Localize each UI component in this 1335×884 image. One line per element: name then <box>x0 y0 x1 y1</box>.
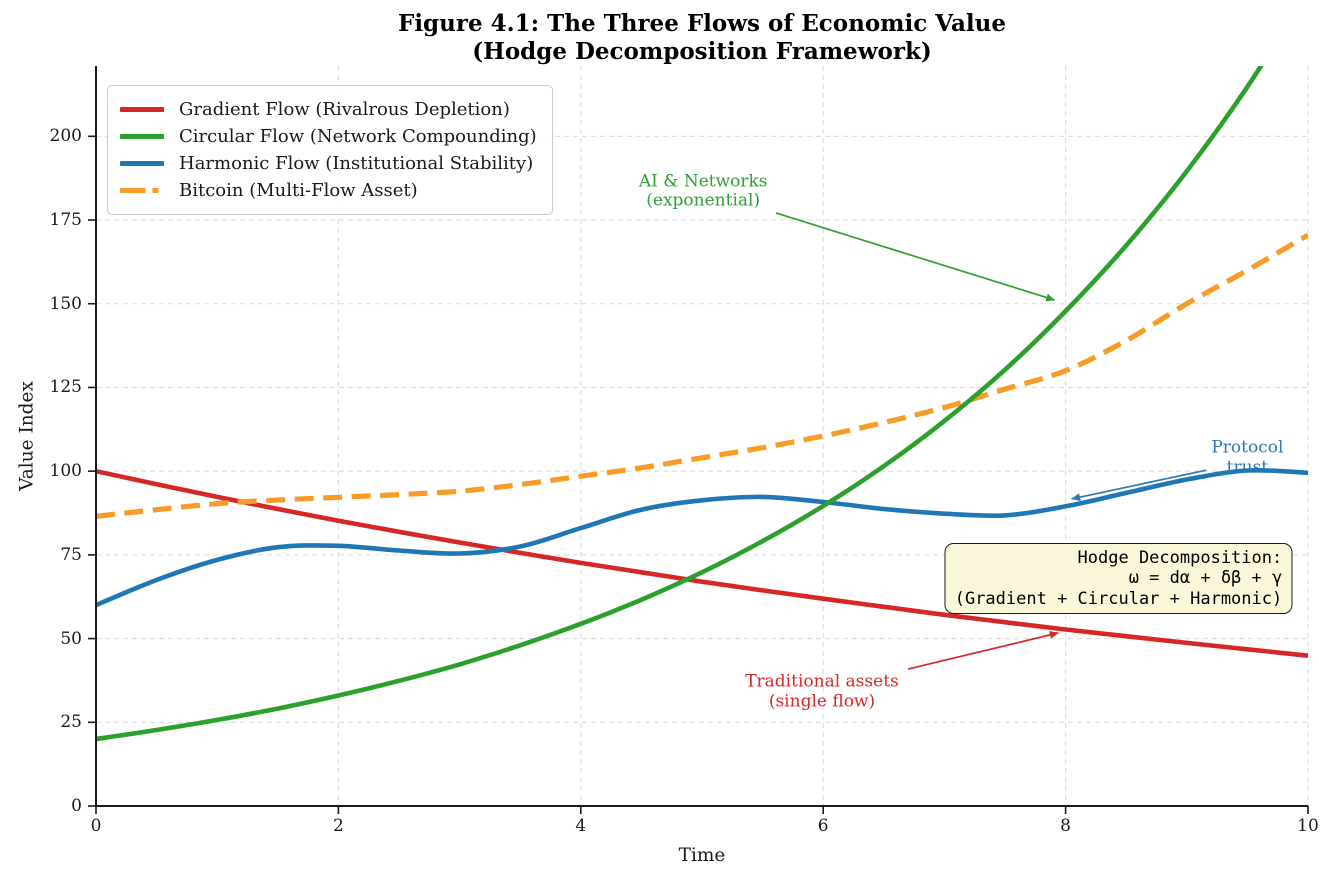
y-tick-label: 100 <box>49 461 82 482</box>
y-tick-label: 150 <box>49 293 82 314</box>
series-line-gradient-flow-rivalrous-depletion <box>96 468 1308 658</box>
y-tick-label: 0 <box>71 796 82 816</box>
x-tick-label: 4 <box>575 816 587 836</box>
y-axis-label: Value Index <box>16 381 38 491</box>
annotation-arrow-protocol-trust <box>1071 469 1207 502</box>
legend-item: Harmonic Flow (Institutional Stability) <box>120 150 537 177</box>
annotation-traditional-assets-line1: Traditional assets <box>745 671 899 692</box>
annotation-ai-networks: AI & Networks (exponential) <box>639 172 768 211</box>
annotation-ai-networks-line1: AI & Networks <box>638 171 768 192</box>
x-tick-label: 8 <box>1060 816 1071 836</box>
annotation-arrows <box>775 212 1207 670</box>
series-line-circular-flow-network-compounding <box>96 66 1264 742</box>
legend: Gradient Flow (Rivalrous Depletion) Circu… <box>107 85 553 215</box>
x-axis-label: Time <box>678 845 726 866</box>
legend-dashed-line-swatch <box>120 188 164 193</box>
legend-item: Bitcoin (Multi-Flow Asset) <box>120 177 537 204</box>
series-line-bitcoin-multi-flow-asset <box>96 232 1308 519</box>
y-tick-label: 175 <box>49 210 82 231</box>
x-tick-label: 0 <box>90 816 102 836</box>
chart-title-line2: (Hodge Decomposition Framework) <box>472 38 932 65</box>
legend-line-swatch <box>120 107 164 112</box>
annotation-arrow-ai-networks <box>775 212 1056 302</box>
legend-item-label: Gradient Flow (Rivalrous Depletion) <box>179 99 510 120</box>
gridlines <box>96 66 1309 806</box>
legend-line-swatch <box>120 134 164 139</box>
legend-line-swatch <box>120 161 164 166</box>
hodge-box-line1: Hodge Decomposition: <box>1077 547 1283 568</box>
y-tick-label: 125 <box>49 377 82 398</box>
hodge-box-line2: ω = dα + δβ + γ <box>1128 568 1283 589</box>
y-tick-label: 50 <box>60 628 82 649</box>
annotation-traditional-assets: Traditional assets (single flow) <box>745 671 899 712</box>
annotation-arrow-traditional-assets <box>907 630 1059 670</box>
series-line-harmonic-flow-institutional-stability <box>96 467 1308 608</box>
legend-item: Circular Flow (Network Compounding) <box>120 123 537 150</box>
chart-title: Figure 4.1: The Three Flows of Economic … <box>96 10 1308 66</box>
legend-item-label: Harmonic Flow (Institutional Stability) <box>179 153 534 174</box>
y-tick-label: 200 <box>49 126 82 147</box>
hodge-box-line3: (Gradient + Circular + Harmonic) <box>954 588 1283 609</box>
axes-spines <box>88 66 1309 814</box>
x-tick-label: 6 <box>817 816 829 836</box>
legend-item: Gradient Flow (Rivalrous Depletion) <box>120 96 537 123</box>
hodge-decomposition-box: Hodge Decomposition: ω = dα + δβ + γ (Gr… <box>944 542 1293 615</box>
annotation-ai-networks-line2: (exponential) <box>646 190 761 211</box>
annotation-traditional-assets-line2: (single flow) <box>768 691 876 712</box>
chart-title-line1: Figure 4.1: The Three Flows of Economic … <box>397 10 1006 37</box>
x-tick-label: 10 <box>1297 816 1319 836</box>
legend-item-label: Bitcoin (Multi-Flow Asset) <box>179 180 418 201</box>
y-tick-label: 75 <box>60 544 82 565</box>
annotation-protocol-trust-line1: Protocol <box>1211 437 1284 458</box>
series-curves <box>96 66 1308 742</box>
x-tick-label: 2 <box>332 816 344 836</box>
y-tick-label: 25 <box>60 712 82 733</box>
legend-item-label: Circular Flow (Network Compounding) <box>179 126 537 147</box>
